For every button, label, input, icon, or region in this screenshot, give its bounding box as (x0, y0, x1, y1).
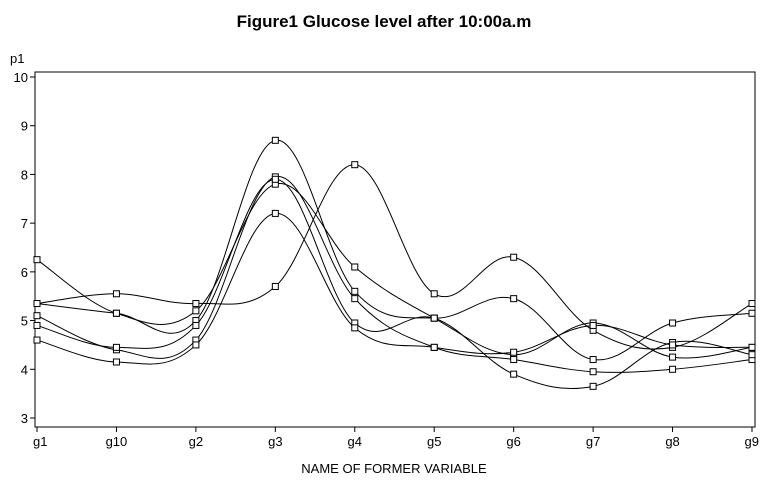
x-tick-label: g8 (665, 434, 679, 449)
series-line (36, 139, 753, 361)
y-tick-label: 10 (14, 70, 28, 85)
data-point (112, 290, 120, 298)
x-tick-label: g2 (189, 434, 203, 449)
y-tick-label: 6 (21, 265, 28, 280)
data-point (510, 295, 518, 303)
series-1 (33, 180, 756, 361)
x-tick-label: g6 (506, 434, 520, 449)
y-tick-label: 7 (21, 216, 28, 231)
data-point (430, 314, 438, 322)
data-point (351, 263, 359, 271)
data-point (112, 309, 120, 317)
data-point (192, 341, 200, 349)
data-point (33, 336, 41, 344)
data-point (669, 353, 677, 361)
series-2 (33, 161, 756, 351)
x-tick-label: g5 (427, 434, 441, 449)
data-point (112, 358, 120, 366)
data-point (748, 343, 756, 351)
data-point (271, 209, 279, 217)
x-tick-label: g4 (348, 434, 362, 449)
data-point (351, 161, 359, 169)
series-line (36, 164, 753, 350)
data-point (33, 312, 41, 320)
data-point (271, 175, 279, 183)
series-3 (33, 136, 756, 364)
data-point (510, 348, 518, 356)
data-point (33, 256, 41, 264)
data-point (510, 253, 518, 261)
data-point (351, 287, 359, 295)
data-point (748, 351, 756, 359)
series-line (36, 183, 753, 359)
data-point (669, 341, 677, 349)
series-6 (33, 209, 756, 366)
x-tick-label: g1 (33, 434, 47, 449)
series-5 (33, 175, 756, 390)
data-point (351, 324, 359, 332)
x-tick-label: g9 (745, 434, 759, 449)
data-point (669, 365, 677, 373)
data-point (192, 307, 200, 315)
data-point (510, 370, 518, 378)
y-axis-label: p1 (10, 51, 24, 66)
x-tick-label: g10 (106, 434, 128, 449)
axes: 3 4 5 6 7 8 9 10 g1 g10 g2 g3 g4 g5 g6 g7 g8 g9 (14, 70, 759, 449)
data-point (192, 321, 200, 329)
chart-title: Figure1 Glucose level after 10:00a.m (237, 12, 532, 31)
data-point (748, 300, 756, 308)
data-point (510, 356, 518, 364)
data-point (748, 309, 756, 317)
y-tick-label: 3 (21, 411, 28, 426)
series-layer (33, 136, 756, 390)
plot-frame (34, 71, 756, 428)
data-point (589, 368, 597, 376)
data-point (351, 295, 359, 303)
data-point (589, 356, 597, 364)
data-point (430, 343, 438, 351)
data-point (192, 300, 200, 308)
data-point (430, 290, 438, 298)
data-point (589, 382, 597, 390)
x-axis-label: NAME OF FORMER VARIABLE (301, 461, 487, 476)
data-point (33, 321, 41, 329)
y-tick-label: 8 (21, 167, 28, 182)
x-tick-label: g7 (586, 434, 600, 449)
x-tick-label: g3 (268, 434, 282, 449)
data-point (669, 319, 677, 327)
series-line (36, 176, 753, 373)
data-point (33, 300, 41, 308)
y-tick-label: 4 (21, 362, 28, 377)
data-point (271, 136, 279, 144)
data-point (589, 321, 597, 329)
series-line (36, 178, 753, 390)
series-line (36, 212, 753, 365)
y-tick-label: 9 (21, 119, 28, 134)
y-tick-label: 5 (21, 314, 28, 329)
data-point (112, 343, 120, 351)
data-point (271, 282, 279, 290)
